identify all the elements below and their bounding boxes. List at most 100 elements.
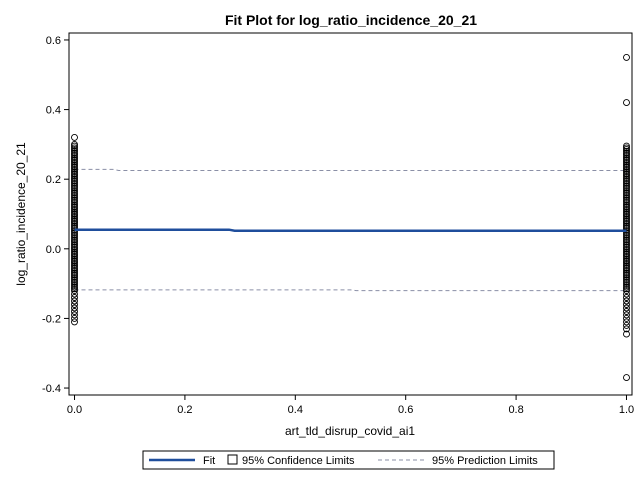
data-point — [623, 99, 630, 107]
data-point — [71, 172, 78, 180]
data-point — [623, 186, 630, 194]
data-point — [71, 280, 78, 288]
data-point — [623, 308, 630, 315]
data-point — [623, 212, 630, 220]
x-tick-label: 0.4 — [288, 404, 303, 416]
data-point — [71, 189, 78, 197]
y-tick-label: 0.0 — [46, 244, 61, 256]
data-point — [71, 186, 78, 194]
data-point — [71, 294, 78, 301]
data-point — [623, 156, 630, 164]
y-tick-label: -0.4 — [42, 383, 61, 395]
chart-title: Fit Plot for log_ratio_incidence_20_21 — [225, 12, 477, 28]
data-point — [623, 233, 630, 241]
data-point — [623, 330, 630, 338]
x-tick-label: 0.6 — [398, 404, 413, 416]
data-point — [623, 189, 630, 197]
data-point — [71, 250, 78, 258]
data-point — [623, 177, 630, 185]
data-point — [71, 241, 78, 249]
data-point — [623, 290, 630, 298]
data-point — [623, 280, 630, 288]
data-point — [71, 215, 78, 223]
data-point — [71, 163, 78, 171]
data-point — [623, 262, 630, 270]
data-point — [623, 53, 630, 61]
y-tick-label: 0.6 — [46, 35, 61, 47]
data-point — [71, 304, 78, 312]
data-point — [71, 314, 78, 322]
data-point — [71, 233, 78, 241]
y-axis: -0.4 -0.2 0.0 0.2 0.4 0.6 — [42, 35, 69, 395]
data-point — [623, 247, 630, 254]
fit-line-group — [74, 228, 627, 232]
data-point — [71, 198, 78, 206]
data-point — [623, 311, 630, 319]
data-point — [71, 297, 78, 305]
x-axis: 0.0 0.2 0.4 0.6 0.8 1.0 — [67, 395, 634, 416]
data-point — [623, 220, 630, 228]
data-point — [623, 318, 630, 326]
x-tick-label: 0.2 — [177, 404, 192, 416]
data-point — [71, 247, 78, 254]
data-point — [623, 325, 630, 333]
legend-fit-label: Fit — [203, 455, 215, 467]
y-tick-label: 0.4 — [46, 105, 61, 117]
observed-points — [71, 53, 630, 382]
data-point — [71, 285, 78, 293]
data-point — [71, 142, 78, 150]
data-point — [71, 168, 78, 176]
legend-prediction-label: 95% Prediction Limits — [432, 455, 538, 467]
data-point — [623, 160, 630, 167]
data-point — [623, 304, 630, 312]
data-point — [71, 177, 78, 185]
legend-confidence-swatch — [227, 454, 238, 465]
legend: Fit 95% Confidence Limits 95% Prediction… — [142, 450, 555, 470]
data-point — [71, 160, 78, 167]
y-tick-label: 0.2 — [46, 174, 61, 186]
data-point — [71, 318, 78, 326]
data-point — [623, 271, 630, 279]
data-point — [71, 290, 78, 298]
data-point — [623, 207, 630, 214]
legend-confidence-label: 95% Confidence Limits — [242, 455, 355, 467]
data-point — [623, 203, 630, 211]
data-point — [71, 301, 78, 308]
data-point — [71, 212, 78, 220]
data-point — [71, 151, 78, 159]
y-tick-label: -0.2 — [42, 313, 61, 325]
data-point — [623, 215, 630, 223]
data-point — [623, 142, 630, 150]
data-point — [623, 259, 630, 267]
plot-frame — [68, 32, 633, 396]
data-point — [71, 207, 78, 214]
data-point — [71, 267, 78, 275]
data-point — [71, 147, 78, 155]
data-point — [623, 241, 630, 249]
data-point — [623, 301, 630, 308]
data-point — [71, 311, 78, 319]
data-point — [71, 262, 78, 270]
data-point — [71, 308, 78, 315]
data-point — [623, 147, 630, 155]
x-axis-label: art_tld_disrup_covid_ai1 — [285, 424, 415, 438]
data-point — [71, 254, 78, 261]
data-point — [71, 203, 78, 211]
data-point — [623, 285, 630, 293]
x-tick-label: 1.0 — [619, 404, 634, 416]
data-point — [623, 194, 630, 202]
data-point — [71, 180, 78, 188]
x-tick-label: 0.0 — [67, 404, 82, 416]
fit-line — [74, 228, 627, 232]
data-point — [623, 172, 630, 180]
prediction-lower-line — [74, 289, 627, 292]
data-point — [623, 276, 630, 284]
data-point — [623, 267, 630, 275]
data-point — [71, 220, 78, 228]
data-point — [623, 314, 630, 322]
data-point — [623, 180, 630, 188]
y-axis-label: log_ratio_incidence_20_21 — [14, 142, 28, 286]
data-point — [71, 259, 78, 267]
legend-frame — [142, 450, 555, 470]
